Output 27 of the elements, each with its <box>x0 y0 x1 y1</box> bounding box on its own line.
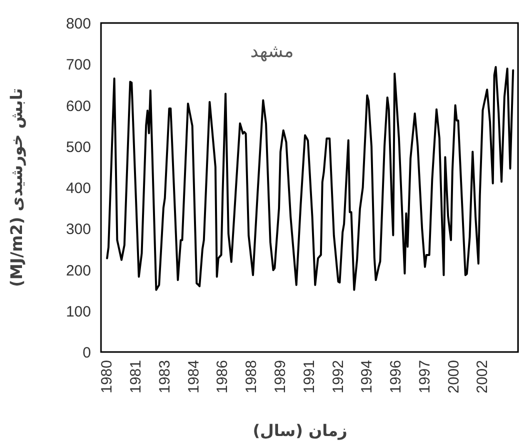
x-tick-label: 1992 <box>330 360 347 394</box>
x-tick-label: 1980 <box>98 360 116 394</box>
y-tick-label: 700 <box>66 56 91 74</box>
x-tick-label: 1984 <box>185 360 202 394</box>
line-series <box>106 66 514 291</box>
x-axis-title: زمان (سال) <box>252 421 348 440</box>
y-tick-label: 600 <box>66 98 91 115</box>
x-tick-label: 1991 <box>300 360 318 394</box>
y-tick-label: 500 <box>66 138 91 156</box>
y-tick-label: 0 <box>82 344 91 362</box>
x-tick-label: 1994 <box>358 360 376 394</box>
y-axis-title: تابش خورشیدی (MJ/m2) <box>7 88 26 287</box>
y-tick-label: 300 <box>66 221 91 238</box>
x-tick-label: 1981 <box>127 360 144 394</box>
y-tick-label: 200 <box>66 262 91 280</box>
x-tick-label: 1988 <box>243 360 260 394</box>
y-tick-label: 400 <box>66 180 91 197</box>
x-tick-label: 1997 <box>416 360 434 394</box>
x-tick-label: 1989 <box>272 360 289 394</box>
y-tick-label: 800 <box>66 16 91 32</box>
x-tick-label: 1996 <box>388 360 405 394</box>
y-tick-label: 100 <box>66 303 91 320</box>
annotation: مشهد <box>250 41 294 62</box>
x-tick-label: 1983 <box>156 360 174 394</box>
x-tick-label: 1986 <box>214 360 232 394</box>
x-tick-label: 2002 <box>474 360 492 394</box>
x-tick-label: 2000 <box>445 360 462 394</box>
